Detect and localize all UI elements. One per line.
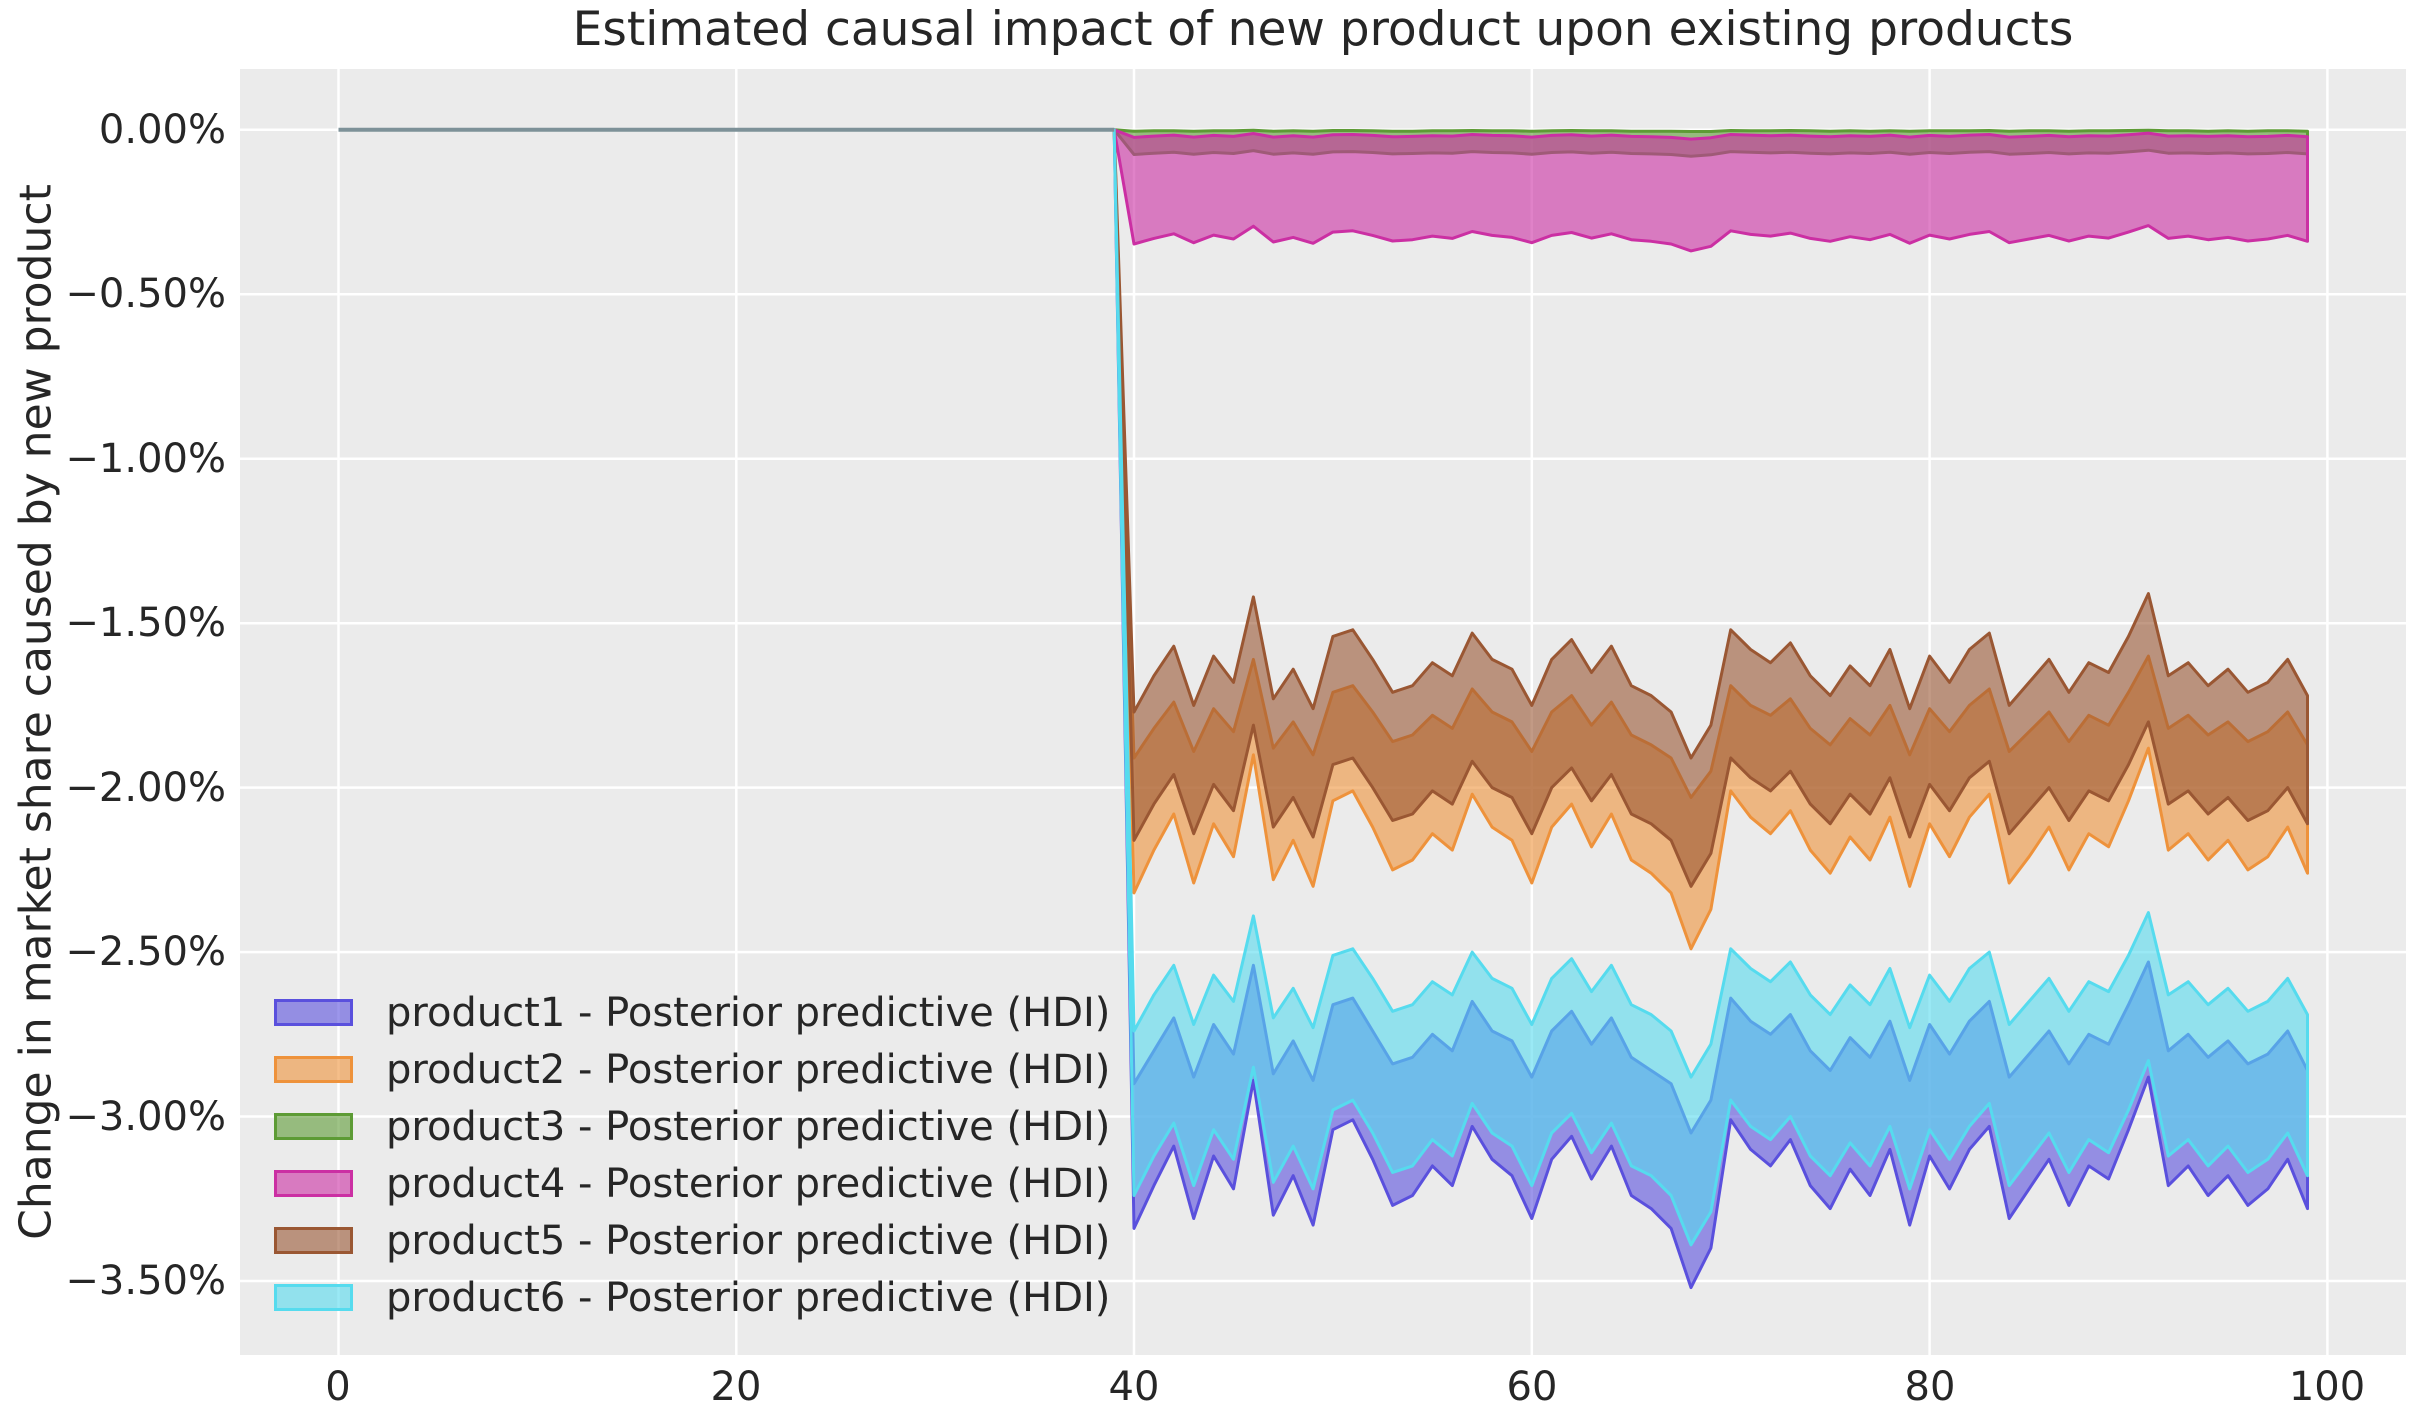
x-tick-label: 100	[2288, 1364, 2366, 1410]
x-tick-label: 40	[1108, 1364, 1160, 1410]
x-tick-label: 0	[325, 1364, 351, 1410]
chart-title: Estimated causal impact of new product u…	[572, 2, 2074, 57]
legend-label: product1 - Posterior predictive (HDI)	[386, 989, 1111, 1036]
y-tick-label: −3.00%	[65, 1094, 226, 1140]
y-tick-label: −3.50%	[65, 1258, 226, 1304]
y-axis-label: Change in market share caused by new pro…	[10, 184, 62, 1240]
legend-label: product6 - Posterior predictive (HDI)	[386, 1274, 1111, 1321]
legend-item-product5: product5 - Posterior predictive (HDI)	[274, 1221, 1110, 1261]
x-tick-label: 80	[1904, 1364, 1956, 1410]
legend-swatch-product4	[274, 1170, 353, 1197]
y-tick-label: −1.50%	[65, 600, 226, 646]
y-tick-label: −2.00%	[65, 765, 226, 811]
legend-label: product3 - Posterior predictive (HDI)	[386, 1103, 1111, 1150]
legend-item-product4: product4 - Posterior predictive (HDI)	[274, 1164, 1110, 1204]
legend-swatch-product1	[274, 999, 353, 1026]
legend-item-product6: product6 - Posterior predictive (HDI)	[274, 1278, 1110, 1318]
hdi-band-product5	[1112, 128, 2309, 888]
legend-swatch-product3	[274, 1113, 353, 1140]
y-tick-label: −0.50%	[65, 271, 226, 317]
legend-label: product5 - Posterior predictive (HDI)	[386, 1217, 1111, 1264]
legend: product1 - Posterior predictive (HDI) pro…	[274, 993, 1110, 1341]
legend-label: product4 - Posterior predictive (HDI)	[386, 1160, 1111, 1207]
legend-item-product2: product2 - Posterior predictive (HDI)	[274, 1050, 1110, 1090]
hdi-band-product6	[1112, 128, 2309, 1247]
x-tick-label: 60	[1506, 1364, 1558, 1410]
x-tick-label: 20	[710, 1364, 762, 1410]
legend-item-product1: product1 - Posterior predictive (HDI)	[274, 993, 1110, 1033]
legend-swatch-product5	[274, 1227, 353, 1254]
y-tick-label: −2.50%	[65, 929, 226, 975]
legend-swatch-product6	[274, 1284, 353, 1311]
legend-item-product3: product3 - Posterior predictive (HDI)	[274, 1107, 1110, 1147]
hdi-band-product4	[1112, 128, 2309, 253]
legend-label: product2 - Posterior predictive (HDI)	[386, 1046, 1111, 1093]
legend-swatch-product2	[274, 1056, 353, 1083]
y-tick-label: −1.00%	[65, 436, 226, 482]
y-tick-label: 0.00%	[98, 107, 226, 153]
